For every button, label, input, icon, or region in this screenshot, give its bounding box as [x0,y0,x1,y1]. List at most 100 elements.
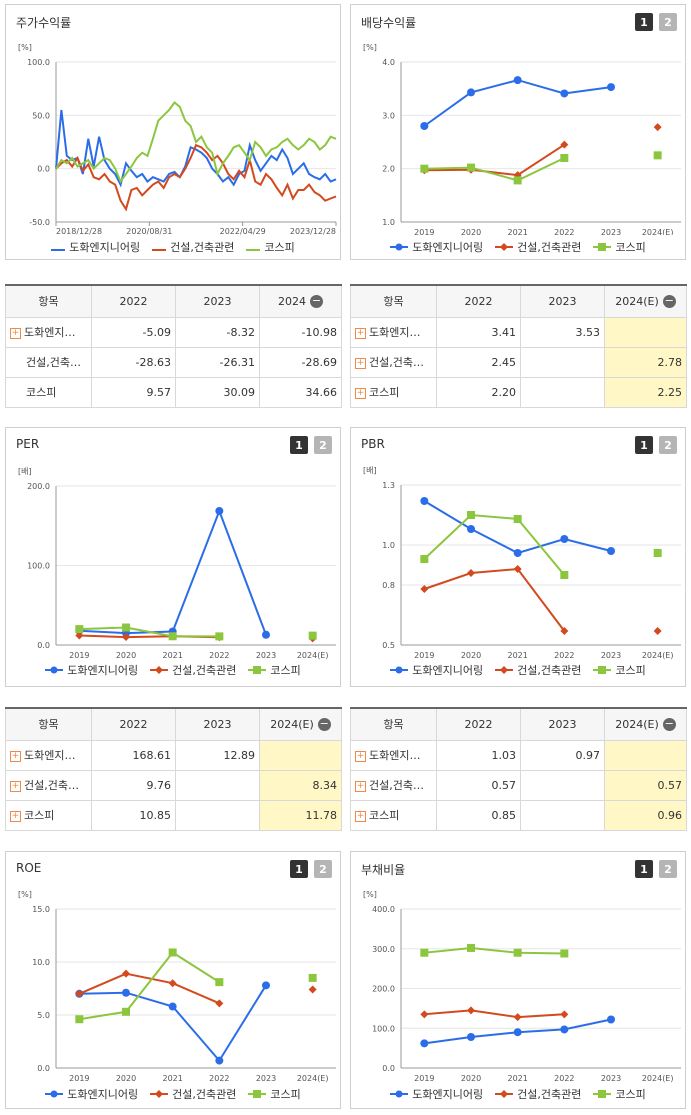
view-1-button[interactable]: 1 [635,436,653,454]
data-point-industry [513,565,522,573]
expand-plus-icon[interactable]: + [10,327,21,339]
data-point-kospi [308,631,317,640]
data-point-kospi [560,949,569,958]
table-cell: -28.63 [91,346,176,378]
series-line-company [79,508,267,636]
table-header-year: 2024(E) − [259,707,342,741]
dividend-table: 항목 2022 2023 2024(E) − + 도화엔지… 3.41 3.53 + 건설,건축… 2… [350,284,687,408]
view-toggle: 1 2 [635,860,677,878]
expand-plus-icon[interactable]: + [355,387,366,399]
data-point-company [215,506,224,515]
view-2-button[interactable]: 2 [659,436,677,454]
y-unit-label: [배] [363,466,377,475]
table-cell: 2.25 [604,376,687,408]
expand-plus-icon[interactable]: + [355,327,366,339]
chart-title: 주가수익률 [16,16,72,30]
y-tick-label: 100.0 [27,562,50,571]
y-tick-label: 100.0 [27,58,50,67]
table-cell [520,346,605,378]
collapse-icon[interactable]: − [662,294,676,308]
row-label[interactable]: + 도화엔지… [350,739,437,771]
data-point-industry [653,627,662,635]
expand-plus-icon[interactable]: + [10,750,21,762]
row-label[interactable]: + 도화엔지… [5,739,92,771]
legend-marker-icon [248,666,267,674]
legend-kospi: 코스피 [593,1086,646,1102]
stock-return-chart-panel: 주가수익률 [%] 100.0 50.0 0.0 -50.0 2018/12/28 2020… [5,4,341,260]
table-row: + 건설,건축… 2.45 2.78 [350,346,687,378]
collapse-icon[interactable]: − [310,294,323,308]
y-tick-label: 400.0 [372,905,395,914]
legend-industry: 건설,건축관련 [150,1086,236,1102]
row-label[interactable]: + 도화엔지… [350,316,437,348]
series-line-industry [55,143,337,212]
row-label[interactable]: + 건설,건축… [5,769,92,801]
table-header-year: 2024− [259,284,342,318]
row-label[interactable]: + 도화엔지… [5,316,92,348]
table-cell: 9.57 [91,376,176,408]
table-header-year: 2023 [175,707,260,741]
view-1-button[interactable]: 1 [290,860,308,878]
view-2-button[interactable]: 2 [314,860,332,878]
row-label: 건설,건축… [5,346,92,378]
table-cell: 3.41 [436,316,521,348]
y-tick-label: 200.0 [27,482,50,491]
table-cell: 2.45 [436,346,521,378]
view-1-button[interactable]: 1 [635,860,653,878]
data-point-industry [122,969,130,978]
data-point-company [467,1032,475,1041]
view-2-button[interactable]: 2 [659,13,677,31]
table-cell: 12.89 [175,739,260,771]
table-cell: 1.03 [436,739,521,771]
y-tick-label: 0.0 [382,1064,395,1073]
table-header-year: 2022 [436,284,521,318]
table-row: + 도화엔지… -5.09 -8.32 -10.98 [5,316,342,348]
y-unit-label: [%] [363,43,377,52]
row-label: 코스피 [5,376,92,408]
y-tick-label: 0.0 [37,165,50,174]
data-point-kospi [420,164,429,173]
view-2-button[interactable]: 2 [659,860,677,878]
expand-plus-icon[interactable]: + [355,750,366,762]
legend-line-icon [152,244,167,251]
data-point-industry [308,985,317,994]
chart-legend: 도화엔지니어링 건설,건축관련 코스피 [351,1086,685,1102]
chart-legend: 도화엔지니어링 건설,건축관련 코스피 [351,662,685,678]
row-label[interactable]: + 코스피 [350,376,437,408]
roe-chart-panel: ROE 1 2 [%] 15.0 10.0 5.0 0.0 2019 2020 2021 202… [5,851,341,1109]
per-chart-panel: PER 1 2 [배] 200.0 100.0 0.0 2019 2020 2021 2022… [5,427,341,687]
table-cell: 34.66 [259,376,342,408]
x-tick-label: 2020 [461,651,481,660]
collapse-icon[interactable]: − [662,717,676,731]
series-line-company [79,984,267,1063]
x-tick-label: 2022 [209,1074,229,1083]
expand-plus-icon[interactable]: + [10,810,21,822]
y-tick-label: 15.0 [32,905,50,914]
row-label[interactable]: + 코스피 [5,799,92,831]
table-cell: 0.57 [436,769,521,801]
table-cell [604,316,687,348]
view-1-button[interactable]: 1 [635,13,653,31]
y-tick-label: 300.0 [372,945,395,954]
view-1-button[interactable]: 1 [290,436,308,454]
table-cell: 8.34 [259,769,342,801]
view-2-button[interactable]: 2 [314,436,332,454]
row-label[interactable]: + 건설,건축… [350,769,437,801]
expand-plus-icon[interactable]: + [355,810,366,822]
data-point-industry [513,1013,522,1022]
row-label[interactable]: + 코스피 [350,799,437,831]
collapse-icon[interactable]: − [317,717,331,731]
table-cell: -26.31 [175,346,260,378]
data-point-kospi [560,571,569,579]
table-header-year: 2023 [520,707,605,741]
table-header-year: 2022 [436,707,521,741]
table-cell: 0.57 [604,769,687,801]
expand-plus-icon[interactable]: + [355,357,366,369]
row-label[interactable]: + 건설,건축… [350,346,437,378]
table-cell [259,739,342,771]
data-point-kospi [308,973,317,982]
legend-company: 도화엔지니어링 [45,1086,138,1102]
expand-plus-icon[interactable]: + [355,780,366,792]
expand-plus-icon[interactable]: + [10,780,21,792]
x-tick-label: 2019 [414,228,434,235]
